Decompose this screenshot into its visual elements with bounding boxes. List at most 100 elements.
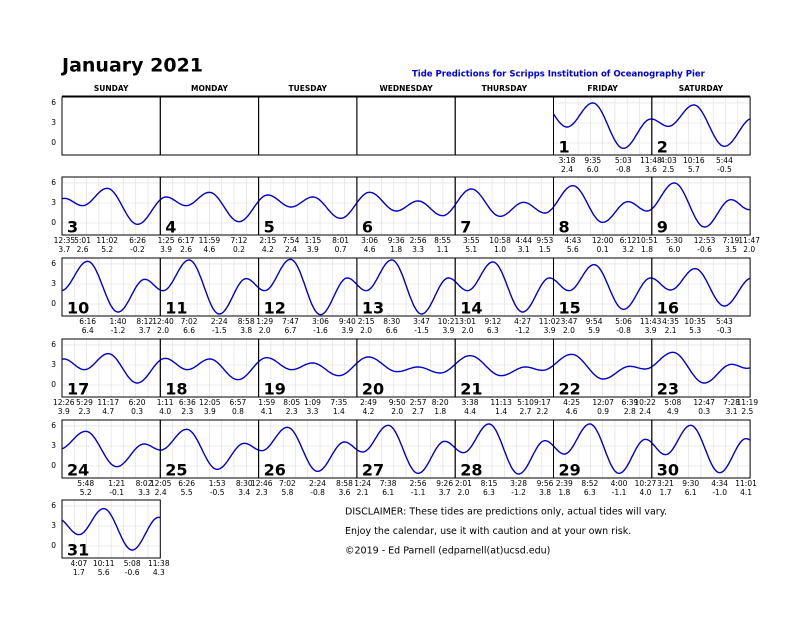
tide-height: 1.4 [333, 407, 345, 416]
day-cell: 13:182.4 9:356.0 5:03-0.8 11:483.6 [553, 96, 662, 174]
y-tick-label: 3 [51, 118, 56, 127]
tide-height: 4.6 [203, 245, 215, 254]
tide-height: 2.0 [259, 326, 271, 335]
tide-height: -1.2 [111, 326, 126, 335]
tide-time: 2:56 [410, 236, 427, 245]
tide-time: 8:15 [481, 479, 498, 488]
tide-time: 10:51 [636, 236, 658, 245]
tide-time: 12:05 [150, 479, 172, 488]
tide-time: 4:27 [514, 317, 531, 326]
tide-height: 3.7 [58, 245, 70, 254]
tide-time: 4:25 [563, 398, 580, 407]
tide-time: 12:05 [199, 398, 221, 407]
tide-height: 3.8 [539, 488, 551, 497]
tide-height: -0.6 [125, 568, 140, 577]
tide-time: 1:24 [354, 479, 371, 488]
day-cell: 245:485.2 1:21-0.1 8:023.3 [61, 419, 161, 497]
tide-height: -0.2 [130, 245, 145, 254]
tide-height: 4.9 [667, 407, 679, 416]
y-tick-label: 3 [51, 360, 56, 369]
tide-curve [553, 185, 652, 223]
tide-time: 11:02 [539, 317, 561, 326]
day-cell: 132:152.0 8:306.6 3:47-1.5 10:213.9 [356, 257, 459, 335]
tide-curve [455, 423, 554, 475]
day-number: 3 [67, 218, 78, 237]
tide-time: 3:47 [561, 317, 578, 326]
tide-time: 1:25 [158, 236, 175, 245]
tide-height: -0.8 [616, 326, 631, 335]
tide-time: 11:43 [640, 317, 662, 326]
tide-height: 3.7 [139, 326, 151, 335]
day-cell: 314:071.7 10:115.6 5:08-0.6 11:384.3 [61, 499, 170, 577]
tide-height: 5.6 [567, 245, 579, 254]
tide-time: 12:40 [152, 317, 174, 326]
tide-height: 2.0 [157, 326, 169, 335]
tide-height: 2.7 [520, 407, 532, 416]
day-number: 24 [67, 461, 89, 480]
tide-height: 5.2 [101, 245, 113, 254]
tide-height: 0.2 [233, 245, 245, 254]
subtitle: Tide Predictions for Scripps Institution… [412, 70, 706, 80]
tide-time: 9:53 [536, 236, 553, 245]
weekday: FRIDAY [587, 84, 618, 93]
tide-time: 8:30 [236, 479, 253, 488]
tide-time: 5:08 [124, 559, 141, 568]
tide-height: 4.1 [740, 488, 752, 497]
tide-time: 3:55 [463, 236, 480, 245]
tide-height: -1.0 [712, 488, 727, 497]
day-number: 5 [264, 218, 275, 237]
cell-border [651, 176, 751, 236]
tide-height: 6.1 [382, 488, 394, 497]
tide-curve [651, 267, 751, 307]
tide-time: 9:35 [584, 156, 601, 165]
tide-height: 2.7 [412, 407, 424, 416]
tide-time: 7:47 [282, 317, 299, 326]
tide-height: 5.6 [98, 568, 110, 577]
tide-height: 2.0 [457, 488, 469, 497]
tide-height: -1.6 [313, 326, 328, 335]
tide-time: 9:12 [484, 317, 501, 326]
day-number: 6 [362, 218, 373, 237]
tide-height: 1.7 [73, 568, 85, 577]
tide-height: 2.6 [77, 245, 89, 254]
tide-height: 3.8 [240, 326, 252, 335]
tide-height: 2.1 [357, 488, 369, 497]
cell-border [651, 96, 751, 156]
tide-time: 2:49 [360, 398, 377, 407]
tide-height: 1.1 [437, 245, 449, 254]
day-number: 2 [657, 138, 668, 157]
empty-cell [159, 96, 260, 156]
tide-height: 3.3 [306, 407, 318, 416]
tide-curve [62, 260, 161, 313]
day-number: 1 [559, 138, 570, 157]
tide-height: 6.3 [487, 326, 499, 335]
day-number: 9 [657, 218, 668, 237]
tide-height: 2.4 [639, 407, 651, 416]
tide-time: 10:35 [684, 317, 706, 326]
y-tick-label: 3 [51, 279, 56, 288]
tide-time: 10:11 [93, 559, 115, 568]
tide-height: 1.8 [558, 488, 570, 497]
tide-height: 5.9 [588, 326, 600, 335]
tide-time: 3:21 [657, 479, 674, 488]
tide-height: 2.3 [78, 407, 90, 416]
tide-time: 1:40 [110, 317, 127, 326]
tide-curve [356, 259, 456, 315]
tide-curve [62, 430, 161, 468]
tide-time: 6:57 [229, 398, 246, 407]
tide-height: 2.2 [536, 407, 548, 416]
tide-curve [651, 424, 751, 474]
tide-height: 0.8 [232, 407, 244, 416]
disclaimer-line: ©2019 - Ed Parnell (edparnell(at)ucsd.ed… [345, 546, 550, 557]
tide-time: 2:24 [309, 479, 326, 488]
tide-curve [553, 423, 652, 474]
tide-time: 5:08 [664, 398, 681, 407]
tide-height: 1.8 [641, 245, 653, 254]
tide-height: -0.8 [310, 488, 325, 497]
weekday: WEDNESDAY [379, 84, 433, 93]
day-number: 22 [559, 380, 581, 399]
tide-time: 6:26 [178, 479, 195, 488]
day-cell: 121:292.0 7:476.7 3:06-1.6 9:403.9 [256, 257, 358, 335]
tide-time: 12:35 [54, 236, 76, 245]
tide-time: 10:22 [634, 398, 656, 407]
